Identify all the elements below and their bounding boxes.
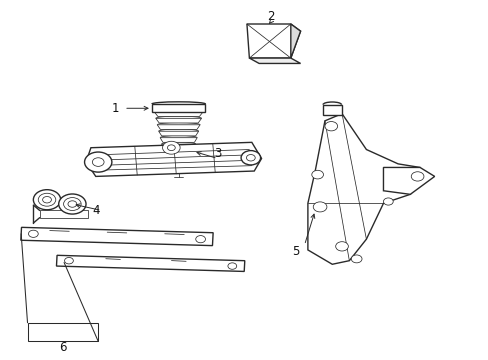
Polygon shape [57, 255, 244, 271]
Text: 2: 2 [267, 10, 275, 23]
Circle shape [383, 198, 392, 205]
Polygon shape [156, 118, 201, 123]
Text: 1: 1 [111, 102, 119, 115]
Text: 5: 5 [291, 245, 299, 258]
Polygon shape [160, 138, 197, 142]
Circle shape [313, 202, 326, 212]
Circle shape [350, 255, 361, 263]
Bar [323, 105, 341, 116]
Circle shape [241, 150, 260, 165]
Polygon shape [383, 167, 434, 194]
Circle shape [195, 235, 205, 243]
Text: 4: 4 [92, 204, 100, 217]
Text: 6: 6 [59, 341, 66, 354]
Circle shape [84, 152, 112, 172]
Bar [152, 104, 205, 112]
Bar [27, 323, 98, 341]
Circle shape [28, 230, 38, 237]
Circle shape [227, 263, 236, 269]
Circle shape [335, 242, 347, 251]
Polygon shape [21, 228, 213, 246]
Polygon shape [163, 150, 193, 155]
Circle shape [33, 190, 61, 210]
Polygon shape [307, 114, 424, 264]
Polygon shape [40, 211, 88, 218]
Polygon shape [158, 131, 198, 136]
Polygon shape [161, 144, 195, 149]
Circle shape [325, 122, 337, 131]
Circle shape [410, 172, 423, 181]
Circle shape [64, 257, 73, 264]
Polygon shape [290, 24, 300, 58]
Circle shape [162, 141, 180, 154]
Polygon shape [154, 112, 203, 117]
Circle shape [59, 194, 86, 214]
Text: 3: 3 [214, 147, 221, 159]
Circle shape [311, 170, 323, 179]
Polygon shape [157, 125, 200, 130]
Polygon shape [246, 24, 300, 58]
Polygon shape [86, 142, 261, 176]
Polygon shape [249, 58, 300, 63]
